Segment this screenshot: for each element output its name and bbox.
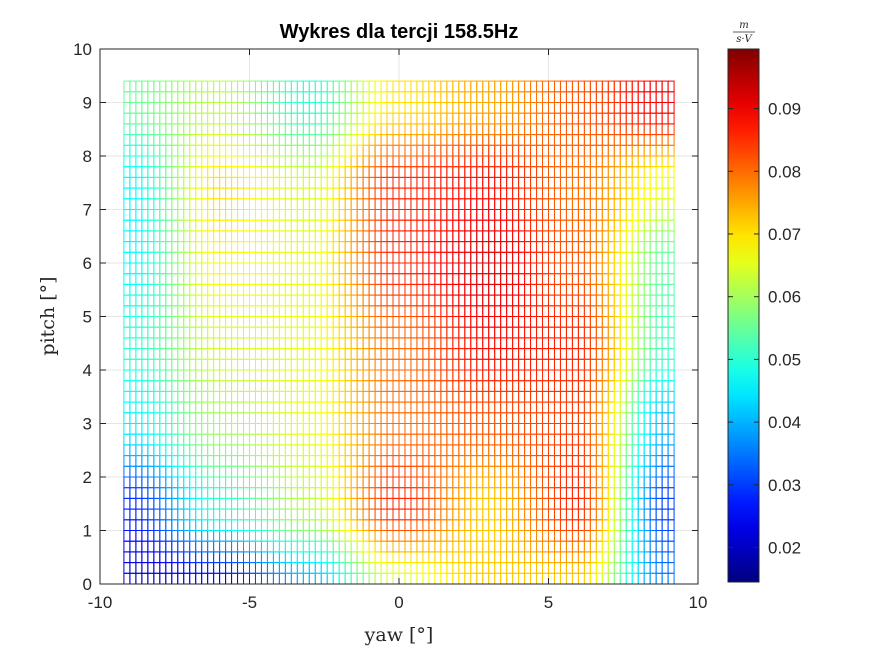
y-tick-label: 0 (83, 575, 92, 594)
y-tick-label: 1 (83, 522, 92, 541)
colorbar-unit: m s·V (733, 20, 755, 45)
colorbar-unit-numerator: m (739, 20, 748, 31)
y-tick-label: 8 (83, 147, 92, 166)
x-axis-label: yaw [°] (364, 624, 434, 646)
y-tick-label: 3 (83, 415, 92, 434)
colorbar-tick-label: 0.07 (768, 225, 801, 244)
plot-area: -10 -5 0 5 10 0 1 2 3 4 5 6 7 8 9 10 (73, 40, 707, 612)
y-axis-label: pitch [°] (37, 276, 59, 355)
colorbar-tick-label: 0.08 (768, 162, 801, 181)
surface-mesh (123, 80, 675, 585)
colorbar-unit-denominator: s·V (736, 34, 753, 45)
colorbar-tick-label: 0.05 (768, 350, 801, 369)
colorbar-tick-label: 0.06 (768, 288, 801, 307)
y-tick-label: 10 (73, 40, 92, 59)
x-tick-label: -10 (88, 593, 113, 612)
colorbar-tick-label: 0.02 (768, 539, 801, 558)
y-tick-label: 6 (83, 254, 92, 273)
y-tick-label: 4 (83, 361, 92, 380)
mesh-cell (667, 80, 675, 93)
x-tick-label: 0 (394, 593, 403, 612)
y-tick-label: 7 (83, 201, 92, 220)
y-tick-label: 5 (83, 308, 92, 327)
colorbar-tick-label: 0.04 (768, 413, 801, 432)
x-tick-label: 5 (544, 593, 553, 612)
x-axis-ticks: -10 -5 0 5 10 (88, 49, 708, 612)
colorbar-tick-label: 0.09 (768, 100, 801, 119)
x-tick-label: -5 (242, 593, 257, 612)
colorbar-ticks: 0.02 0.03 0.04 0.05 0.06 0.07 0.08 0.09 (728, 100, 801, 558)
y-tick-label: 2 (83, 468, 92, 487)
y-axis-ticks: 0 1 2 3 4 5 6 7 8 9 10 (73, 40, 698, 594)
y-tick-label: 9 (83, 94, 92, 113)
chart-title: Wykres dla tercji 158.5Hz (280, 21, 519, 43)
colorbar-tick-label: 0.03 (768, 476, 801, 495)
x-tick-label: 10 (689, 593, 708, 612)
colorbar-gradient (727, 48, 760, 583)
colorbar: 0.02 0.03 0.04 0.05 0.06 0.07 0.08 0.09 m s·V (727, 20, 801, 583)
